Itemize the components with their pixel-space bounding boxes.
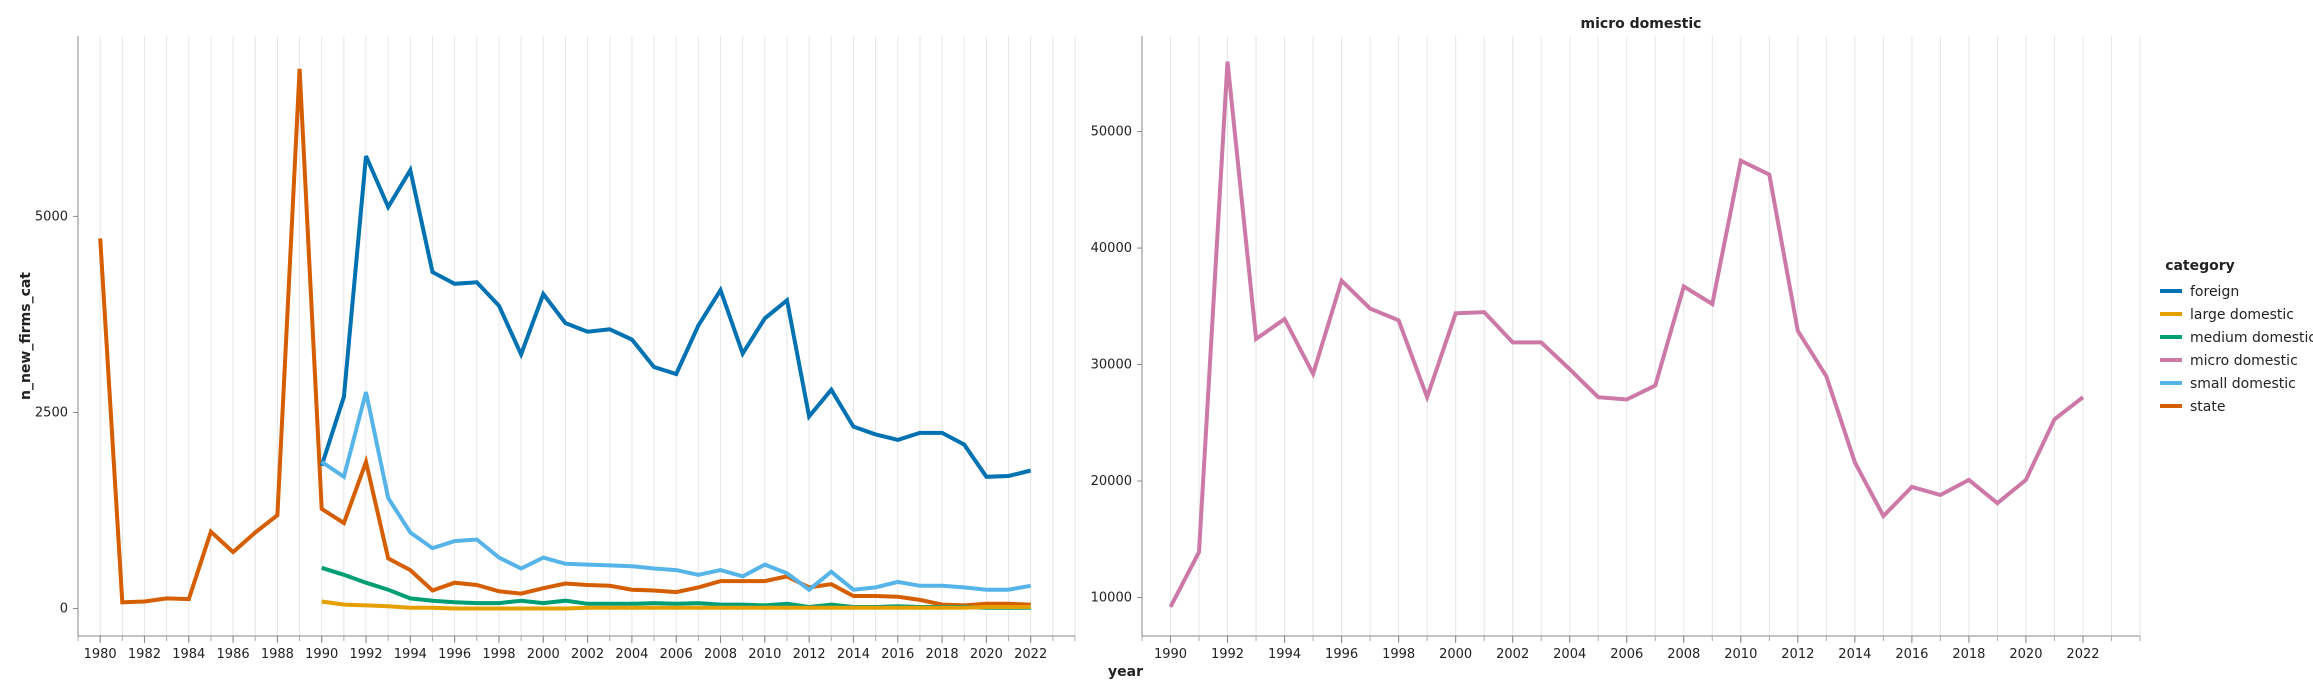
x-tick-label: 1994 [394,647,427,662]
x-tick-label: 1990 [1154,647,1187,662]
x-tick-label: 1998 [1382,647,1415,662]
series-line-micro-domestic [1168,61,2085,608]
y-tick-label: 5000 [35,209,68,224]
x-tick-label: 1998 [482,647,515,662]
x-tick-label: 2022 [1014,647,1047,662]
series-line-foreign [319,155,1032,479]
y-axis-title: n_new_firms_cat [18,272,34,400]
legend-label: large domestic [2190,307,2294,323]
x-tick-label: 2008 [1667,647,1700,662]
legend-title: category [2165,258,2235,274]
x-tick-label: 2002 [1496,647,1529,662]
legend-item-foreign: foreign [2160,284,2239,300]
legend-label: micro domestic [2190,353,2298,369]
x-tick-label: 2022 [2066,647,2099,662]
x-tick-label: 1986 [217,647,250,662]
x-tick-label: 2004 [615,647,648,662]
x-tick-label: 2010 [748,647,781,662]
legend-item-medium-domestic: medium domestic [2160,330,2313,346]
x-tick-label: 1984 [172,647,205,662]
x-tick-label: 2012 [793,647,826,662]
x-tick-label: 1982 [128,647,161,662]
x-tick-label: 2020 [970,647,1003,662]
chart-panel-left: 0 2500 5000 1980 1982 1984 1986 1988 1990 1992 199… [18,36,1076,662]
x-tick-label: 1980 [84,647,117,662]
y-tick-label: 10000 [1091,591,1132,606]
x-tick-label: 2008 [704,647,737,662]
x-axis-title: year [1108,664,1143,680]
x-tick-label: 1996 [1325,647,1358,662]
x-tick-label: 1988 [261,647,294,662]
x-tick-label: 2016 [881,647,914,662]
series-line-state [98,68,1031,608]
x-tick-label: 2006 [1610,647,1643,662]
panel-title: micro domestic [1581,16,1702,32]
legend-label: medium domestic [2190,330,2313,346]
x-tick-label: 2016 [1895,647,1928,662]
y-tick-label: 2500 [35,405,68,420]
x-tick-label: 2004 [1553,647,1586,662]
x-tick-label: 1992 [1211,647,1244,662]
x-tick-label: 2000 [1439,647,1472,662]
x-tick-label: 1996 [438,647,471,662]
legend-label: small domestic [2190,376,2296,392]
legend: category foreign large domestic medium dom… [2160,258,2313,415]
x-tick-label: 1990 [305,647,338,662]
series-line-small-domestic [320,391,1032,593]
series-line-large-domestic [321,599,1031,611]
legend-item-large-domestic: large domestic [2160,307,2294,323]
legend-item-micro-domestic: micro domestic [2160,353,2298,369]
legend-item-small-domestic: small domestic [2160,376,2296,392]
x-tick-label: 1994 [1268,647,1301,662]
chart-panel-right: 10000 20000 30000 40000 50000 1990 1992 1994 199… [1091,16,2141,662]
y-tick-label: 20000 [1091,474,1132,489]
x-tick-label: 2020 [2009,647,2042,662]
legend-label: foreign [2190,284,2239,300]
legend-label: state [2190,399,2225,415]
x-tick-label: 2014 [1838,647,1871,662]
y-tick-label: 50000 [1091,125,1132,140]
legend-item-state: state [2160,399,2225,415]
x-tick-label: 2006 [660,647,693,662]
x-tick-label: 2018 [926,647,959,662]
y-tick-label: 30000 [1091,358,1132,373]
x-tick-label: 2018 [1952,647,1985,662]
x-tick-label: 2002 [571,647,604,662]
x-tick-label: 2000 [527,647,560,662]
x-tick-label: 2014 [837,647,870,662]
x-tick-label: 1992 [349,647,382,662]
x-tick-label: 2012 [1781,647,1814,662]
y-tick-label: 40000 [1091,241,1132,256]
x-tick-label: 2010 [1724,647,1757,662]
y-tick-label: 0 [60,602,68,617]
